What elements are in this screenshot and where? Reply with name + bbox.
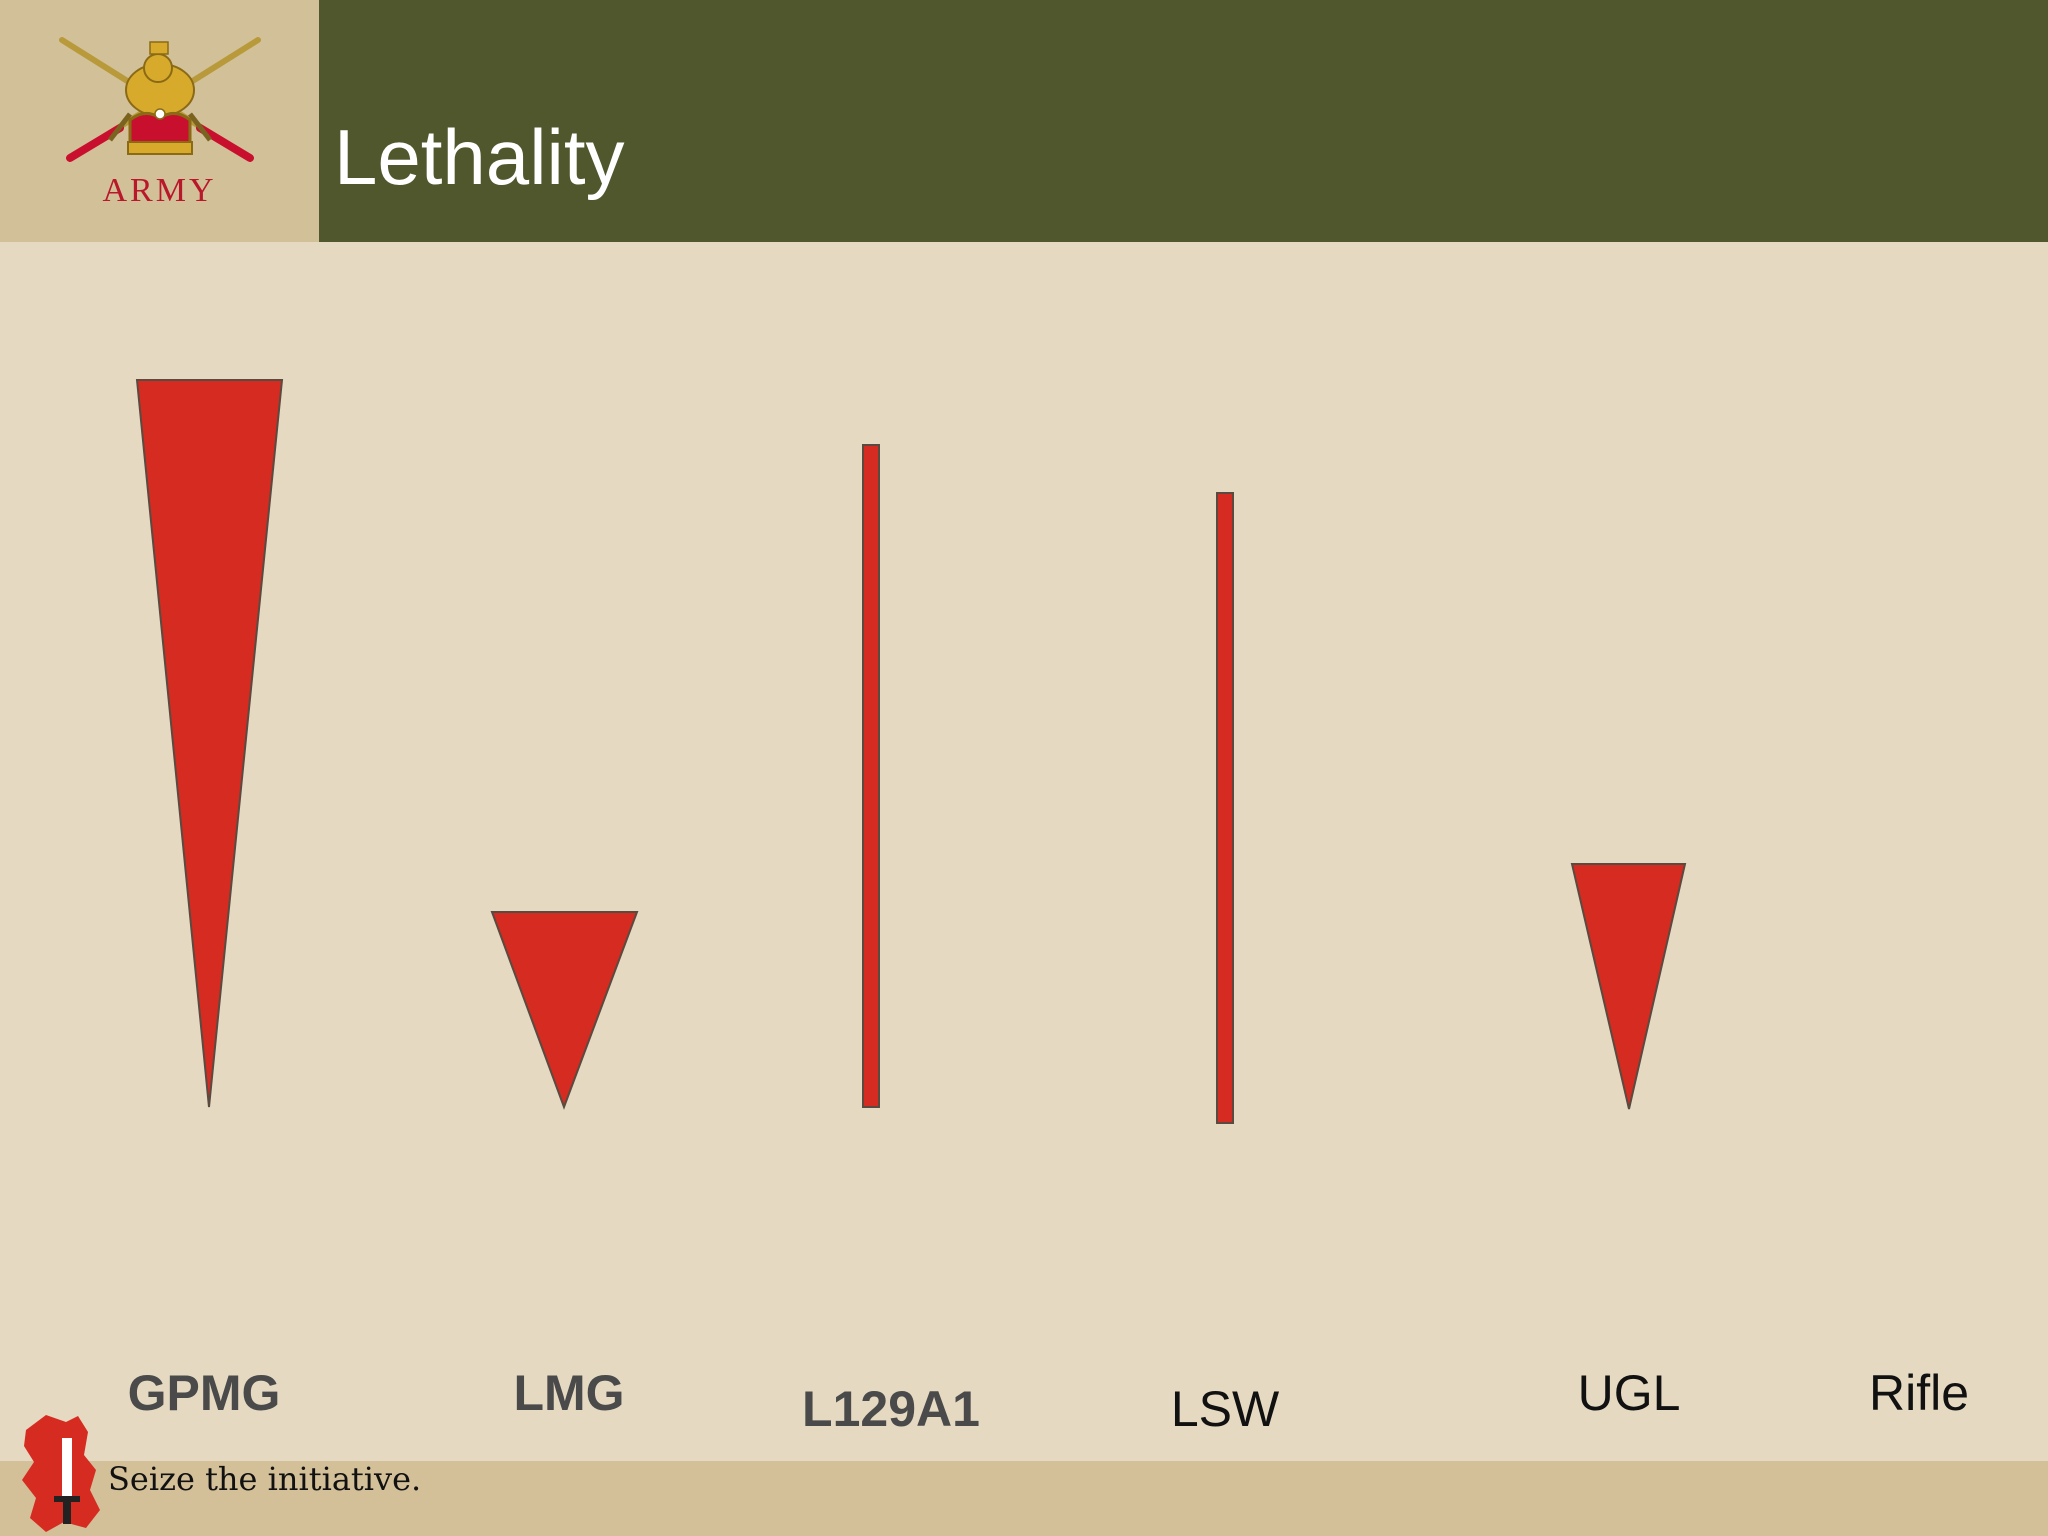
slide-title: Lethality [334, 113, 625, 201]
footer-band [0, 1461, 2048, 1536]
ugl-marker [1570, 863, 1687, 1110]
lmg-marker [490, 911, 639, 1110]
gpmg-marker [135, 379, 284, 1108]
weapon-label-lmg: LMG [513, 1365, 625, 1421]
footer-tagline: Seize the initiative. [108, 1460, 422, 1498]
title-band [319, 0, 2048, 242]
weapon-label-gpmg: GPMG [127, 1365, 281, 1421]
header: ARMY Lethality [0, 0, 2048, 242]
weapon-label-rifle: Rifle [1868, 1365, 1970, 1421]
wales-dagger-icon [22, 1415, 100, 1532]
weapon-label-l129a1: L129A1 [802, 1381, 980, 1437]
army-wordmark: ARMY [102, 172, 217, 209]
lsw-marker [1216, 492, 1234, 1124]
weapon-label-ugl: UGL [1577, 1365, 1681, 1421]
l129a1-marker [862, 444, 880, 1108]
crossed-swords-crest-icon [59, 37, 261, 162]
weapon-label-lsw: LSW [1170, 1381, 1280, 1437]
army-logo: ARMY [0, 0, 319, 242]
